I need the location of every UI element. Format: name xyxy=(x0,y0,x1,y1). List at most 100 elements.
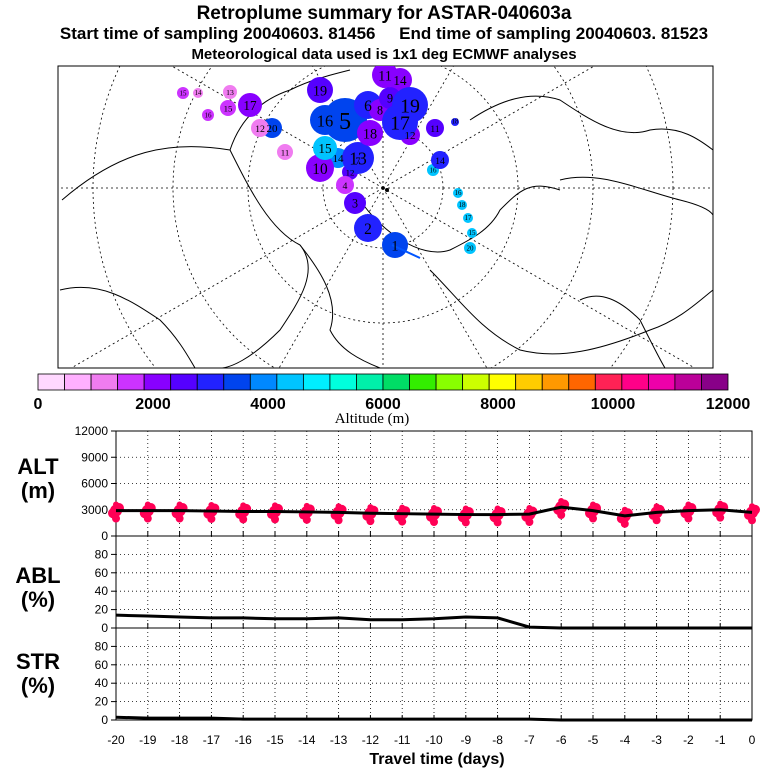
cluster-label: 6 xyxy=(364,98,372,115)
abl-panel-label-text: ABL (%) xyxy=(10,564,66,612)
x-tick-label: -7 xyxy=(524,733,535,747)
colorbar-swatch xyxy=(249,373,278,391)
cluster-label: 15 xyxy=(469,229,477,237)
y-tick-label: 60 xyxy=(95,566,109,580)
colorbar-tick-label: 4000 xyxy=(250,396,286,413)
colorbar-swatch xyxy=(647,373,676,391)
colorbar-swatch xyxy=(568,373,596,391)
cluster-label: 18 xyxy=(459,201,467,209)
cluster-label: 18 xyxy=(452,118,460,126)
y-tick-label: 20 xyxy=(95,603,109,617)
cluster-label: 13 xyxy=(349,149,367,169)
panel-label-line: STR xyxy=(16,649,60,674)
x-tick-label: -5 xyxy=(588,733,599,747)
alt-panel-label: ALT (m) xyxy=(10,455,66,503)
cluster-label: 20 xyxy=(467,245,475,253)
cluster-label: 12 xyxy=(405,130,416,142)
cluster-label: 11 xyxy=(281,147,289,157)
colorbar-tick-label: 10000 xyxy=(591,396,636,413)
cluster-label: 14 xyxy=(393,73,407,88)
panel-label-line: ALT xyxy=(17,454,59,479)
y-tick-label: 3000 xyxy=(81,503,108,517)
cluster-label: 15 xyxy=(318,141,332,156)
meridian-line xyxy=(70,187,384,368)
colorbar-swatch xyxy=(674,373,702,391)
cluster-label: 12 xyxy=(255,124,265,135)
x-tick-label: -3 xyxy=(651,733,662,747)
cluster-circle xyxy=(177,87,189,99)
cluster-label: 15 xyxy=(180,90,188,98)
meridian-line xyxy=(382,187,488,368)
colorbar-swatch xyxy=(223,373,251,391)
cluster-circle xyxy=(382,232,408,258)
cluster-label: 15 xyxy=(224,103,233,113)
cluster-circle xyxy=(307,77,333,103)
str-panel-label-text: STR (%) xyxy=(10,650,66,698)
met-data-line: Meteorological data used is 1x1 deg ECMW… xyxy=(191,46,577,63)
cluster-circle xyxy=(431,151,449,169)
y-tick-label: 9000 xyxy=(81,450,108,464)
cluster-label: 1 xyxy=(391,238,398,254)
str-line xyxy=(115,715,752,722)
cluster-label: 11 xyxy=(378,68,392,84)
y-tick-label: 20 xyxy=(95,695,109,709)
cluster-circle xyxy=(467,228,477,238)
cluster-label: 19 xyxy=(400,96,420,118)
x-tick-label: -13 xyxy=(330,733,348,747)
x-tick-label: -20 xyxy=(107,733,125,747)
colorbar-swatch xyxy=(143,373,172,391)
cluster-circle xyxy=(357,120,383,146)
cluster-label: 5 xyxy=(339,108,351,135)
coastline xyxy=(59,286,196,368)
cluster-circle xyxy=(344,192,366,214)
colorbar-title: Altitude (m) xyxy=(335,411,410,427)
cluster-label: 16 xyxy=(430,167,438,175)
panel-frame xyxy=(115,627,753,721)
x-tick-label: -8 xyxy=(492,733,503,747)
y-tick-label: 80 xyxy=(95,639,109,653)
cluster-label: 3 xyxy=(352,197,358,211)
cluster-circle xyxy=(220,100,236,116)
x-tick-label: 0 xyxy=(749,733,756,747)
alt-panel xyxy=(108,430,760,537)
colorbar-tick-label: 8000 xyxy=(480,396,516,413)
cluster-label: 17 xyxy=(390,113,410,135)
colorbar-swatch xyxy=(117,373,145,391)
x-tick-label: -15 xyxy=(266,733,284,747)
cluster-circle xyxy=(336,176,354,194)
altitude-dot xyxy=(750,504,760,515)
cluster-label: 11 xyxy=(430,124,440,135)
colorbar-swatch xyxy=(302,373,331,391)
x-tick-label: -4 xyxy=(619,733,630,747)
cluster-circle xyxy=(277,144,293,160)
cluster-circle xyxy=(451,118,459,126)
x-tick-label: -17 xyxy=(203,733,221,747)
colorbar-swatch xyxy=(594,373,623,391)
colorbar-swatch xyxy=(621,373,649,391)
meridian-line xyxy=(278,187,384,368)
cluster-label: 17 xyxy=(243,98,257,113)
cluster-circle xyxy=(223,85,237,99)
y-tick-label: 40 xyxy=(95,584,109,598)
coastline xyxy=(429,269,713,355)
panel-frame xyxy=(115,535,753,629)
y-tick-label: 0 xyxy=(101,529,108,543)
meridian-line xyxy=(382,187,696,368)
y-tick-label: 60 xyxy=(95,658,109,672)
colorbar-swatch xyxy=(196,373,225,391)
chart-title: Retroplume summary for ASTAR-040603a xyxy=(196,3,572,24)
str-panel-label: STR (%) xyxy=(10,650,66,698)
release-site-marker xyxy=(385,188,389,192)
colorbar-swatch xyxy=(90,373,119,391)
colorbar-swatch xyxy=(541,373,570,391)
cluster-circle xyxy=(392,87,428,123)
colorbar-swatch xyxy=(329,373,357,391)
x-tick-label: -19 xyxy=(139,733,157,747)
plume-trail xyxy=(391,244,421,259)
panel-label-line: ABL xyxy=(15,563,61,588)
y-tick-label: 6000 xyxy=(81,477,108,491)
cluster-circle xyxy=(310,105,340,135)
cluster-label: 14 xyxy=(333,153,345,165)
str-panel xyxy=(111,627,753,722)
